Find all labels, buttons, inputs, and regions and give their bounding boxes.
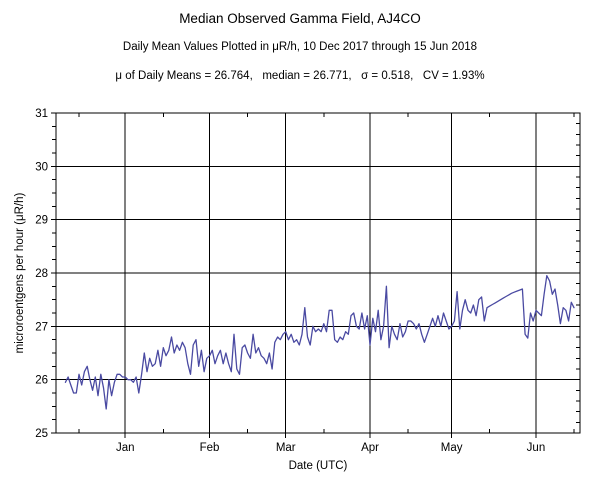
chart-title: Median Observed Gamma Field, AJ4CO [179,11,421,26]
data-series-line [64,275,575,410]
y-tick-label: 30 [35,161,48,173]
y-tick-label: 31 [35,108,48,120]
x-tick-label: Feb [200,442,220,454]
chart-subtitle: Daily Mean Values Plotted in μR/h, 10 De… [122,41,478,53]
x-tick-label: May [441,442,463,454]
x-tick-label: Mar [276,442,296,454]
plot-border [55,112,581,434]
y-tick-label: 29 [35,215,48,227]
x-axis-title: Date (UTC) [288,460,348,472]
x-tick-label: Apr [361,442,379,454]
y-tick-label: 28 [35,268,48,280]
y-tick-label: 26 [35,375,48,387]
x-tick-label: Jan [116,442,135,454]
y-tick-label: 27 [35,321,48,333]
chart-stats-line: μ of Daily Means = 26.764, median = 26.7… [115,70,485,82]
y-tick-label: 25 [35,428,48,440]
x-tick-label: Jun [527,442,546,454]
